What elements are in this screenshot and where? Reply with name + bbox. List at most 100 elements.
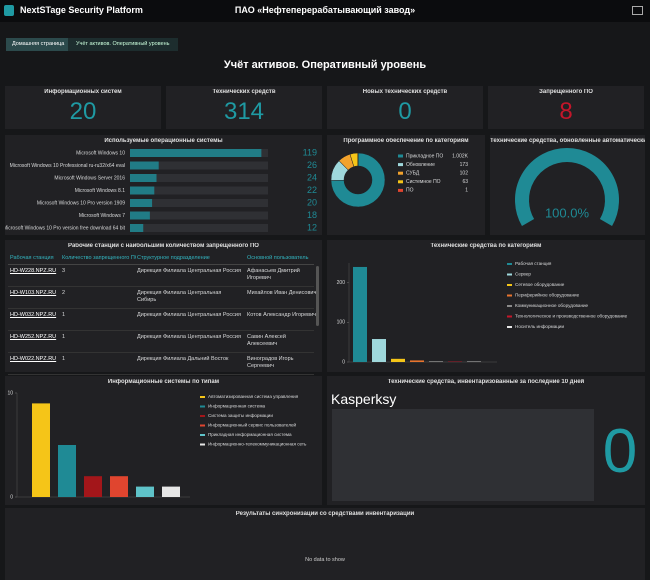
table-cell: Дирекция Филиала Центральная Россия (137, 312, 241, 318)
y-tick-label: 0 (10, 494, 13, 500)
bar-value: 22 (307, 185, 317, 195)
column-header: Основной пользователь (247, 255, 309, 261)
legend-label: Коммуникационное оборудование (515, 303, 589, 308)
inventory-panel: Технические средства, инвентаризованные … (327, 376, 645, 505)
chart-panel: 0 10 Автоматизированная система управления… (5, 376, 322, 505)
os-label: Microsoft Windows 8.1 (75, 188, 126, 194)
y-tick-label: 200 (337, 280, 346, 286)
sync-panel: Результаты синхронизации со средствами и… (5, 508, 645, 580)
pie-slice (330, 152, 386, 208)
panel-title: Используемые операционные системы (104, 138, 223, 144)
workstation-link: HD-W252.NPZ.RU (10, 334, 57, 340)
legend-label: Информационный сервис пользователей (208, 422, 297, 428)
legend-swatch (398, 188, 403, 192)
table-cell: Михайлов Иван Денисович (247, 290, 317, 296)
bar (130, 199, 153, 207)
legend-swatch (398, 163, 403, 167)
panel-title: Технические средства по категориям (430, 243, 542, 249)
table-cell: 1 (62, 334, 66, 340)
empty-message: No data to show (305, 557, 345, 563)
chart-panel: 100.0% Технические средства, обновленные … (490, 135, 645, 235)
legend-label: Технологическое и производственное обору… (515, 314, 628, 319)
legend-label: Носитель информации (515, 324, 564, 329)
y-tick-label: 10 (7, 390, 13, 396)
scrollbar (316, 266, 319, 326)
bar-track (130, 161, 268, 170)
bar (130, 186, 155, 195)
y-tick-label: 100 (337, 320, 346, 326)
workstation-link: HD-W022.NPZ.RU (10, 356, 57, 362)
panel-title: Технические средства, обновленные автома… (490, 138, 645, 144)
os-label: Microsoft Windows 10 Pro version 1909 (37, 200, 125, 206)
panel-canvas: 100.0% (515, 148, 619, 226)
legend-swatch (200, 405, 205, 408)
legend-label: Периферийное оборудование (515, 292, 580, 298)
bar-value: 12 (307, 222, 317, 232)
bar-track (130, 199, 268, 207)
stat-value: 0 (398, 98, 412, 125)
legend-swatch (200, 415, 205, 417)
column-header: Структурное подразделение (137, 255, 210, 261)
organization: ПАО «Нефтеперерабатывающий завод» (234, 5, 416, 15)
panel-title: Программное обеспечение по категориям (343, 138, 469, 144)
chart-panel: Microsoft Windows 10 119 Microsoft Windows… (5, 135, 322, 235)
bar (391, 358, 405, 362)
table-cell: Котов Александр Игоревич (247, 312, 317, 318)
page-title: Учёт активов. Оперативный уровень (223, 59, 427, 71)
table-cell: Дирекция Филиала Центральная Россия (137, 268, 241, 274)
bar (162, 486, 180, 497)
legend-swatch (507, 294, 512, 297)
breadcrumb-home[interactable]: Домашняя страница (6, 38, 71, 51)
legend-swatch (398, 171, 403, 175)
os-label: Microsoft Windows 10 (76, 150, 125, 156)
legend-swatch (200, 434, 205, 436)
legend-value: 1.002K (452, 153, 469, 159)
logo (4, 5, 14, 16)
legend-label: Прикладная информационная система (208, 432, 292, 437)
brand: NextSTage Security Platform (20, 5, 143, 15)
stat-panel: Информационных систем 20 (5, 86, 161, 129)
table-cell: Дирекция Филиала Центральная Сибирь (137, 290, 222, 303)
source-name: Kasperksy (331, 391, 397, 407)
stat-label: Технических средств (212, 89, 276, 95)
chart-panel: 0 100 200 Рабочая станция Сервер Сетевое обор… (327, 240, 645, 372)
chart-panel: Прикладное ПО 1.002K Обновление 173 СУБД 102 С… (327, 135, 485, 235)
legend-swatch (507, 305, 512, 307)
table-panel: Рабочие станции с наибольшим количеством… (5, 240, 322, 375)
legend-label: Автоматизированная система управления (208, 394, 299, 399)
legend-swatch (200, 443, 205, 446)
panel-title: Технические средства, инвентаризованные … (387, 379, 585, 385)
tv-mode-button[interactable] (632, 6, 643, 15)
bar (136, 486, 154, 497)
table-cell: Виноградов Игорь Сергеевич (247, 356, 294, 369)
bar (372, 339, 386, 362)
legend-swatch (200, 396, 205, 398)
sparkline-area (332, 409, 594, 501)
bar (130, 211, 150, 220)
inventory-value: 0 (602, 417, 638, 486)
panel-canvas: Прикладное ПО 1.002K Обновление 173 СУБД 102 С… (330, 152, 469, 208)
legend-label: Сервер (515, 272, 531, 277)
table-cell: Афанасьев Дмитрий Игоревич (247, 268, 300, 281)
gauge-label: 100.0% (545, 205, 590, 220)
row-divider (8, 330, 314, 331)
legend-swatch (507, 315, 512, 318)
stat-value: 20 (69, 98, 97, 125)
panel-canvas (5, 508, 645, 580)
legend-label: Информационная система (208, 404, 266, 409)
legend-value: 102 (460, 171, 469, 177)
bar-track (130, 211, 268, 220)
bar (410, 360, 424, 362)
workstation-link: HD-W228.NPZ.RU (10, 268, 57, 274)
panel-title: Информационные системы по типам (107, 379, 220, 385)
stat-label: Запрещенного ПО (539, 89, 593, 95)
legend-swatch (507, 273, 512, 276)
panel-canvas: 0 100 200 Рабочая станция Сервер Сетевое обор… (337, 261, 628, 365)
table-cell: Дирекция Филиала Дальний Восток (137, 356, 229, 362)
row-divider (8, 352, 314, 353)
legend-swatch (398, 154, 403, 158)
os-label: Microsoft Windows 10 Pro version free do… (5, 225, 126, 231)
bar (353, 266, 367, 362)
workstation-link: HD-W032.NPZ.RU (10, 312, 57, 318)
stat-panel: Технических средств 314 (166, 86, 322, 129)
